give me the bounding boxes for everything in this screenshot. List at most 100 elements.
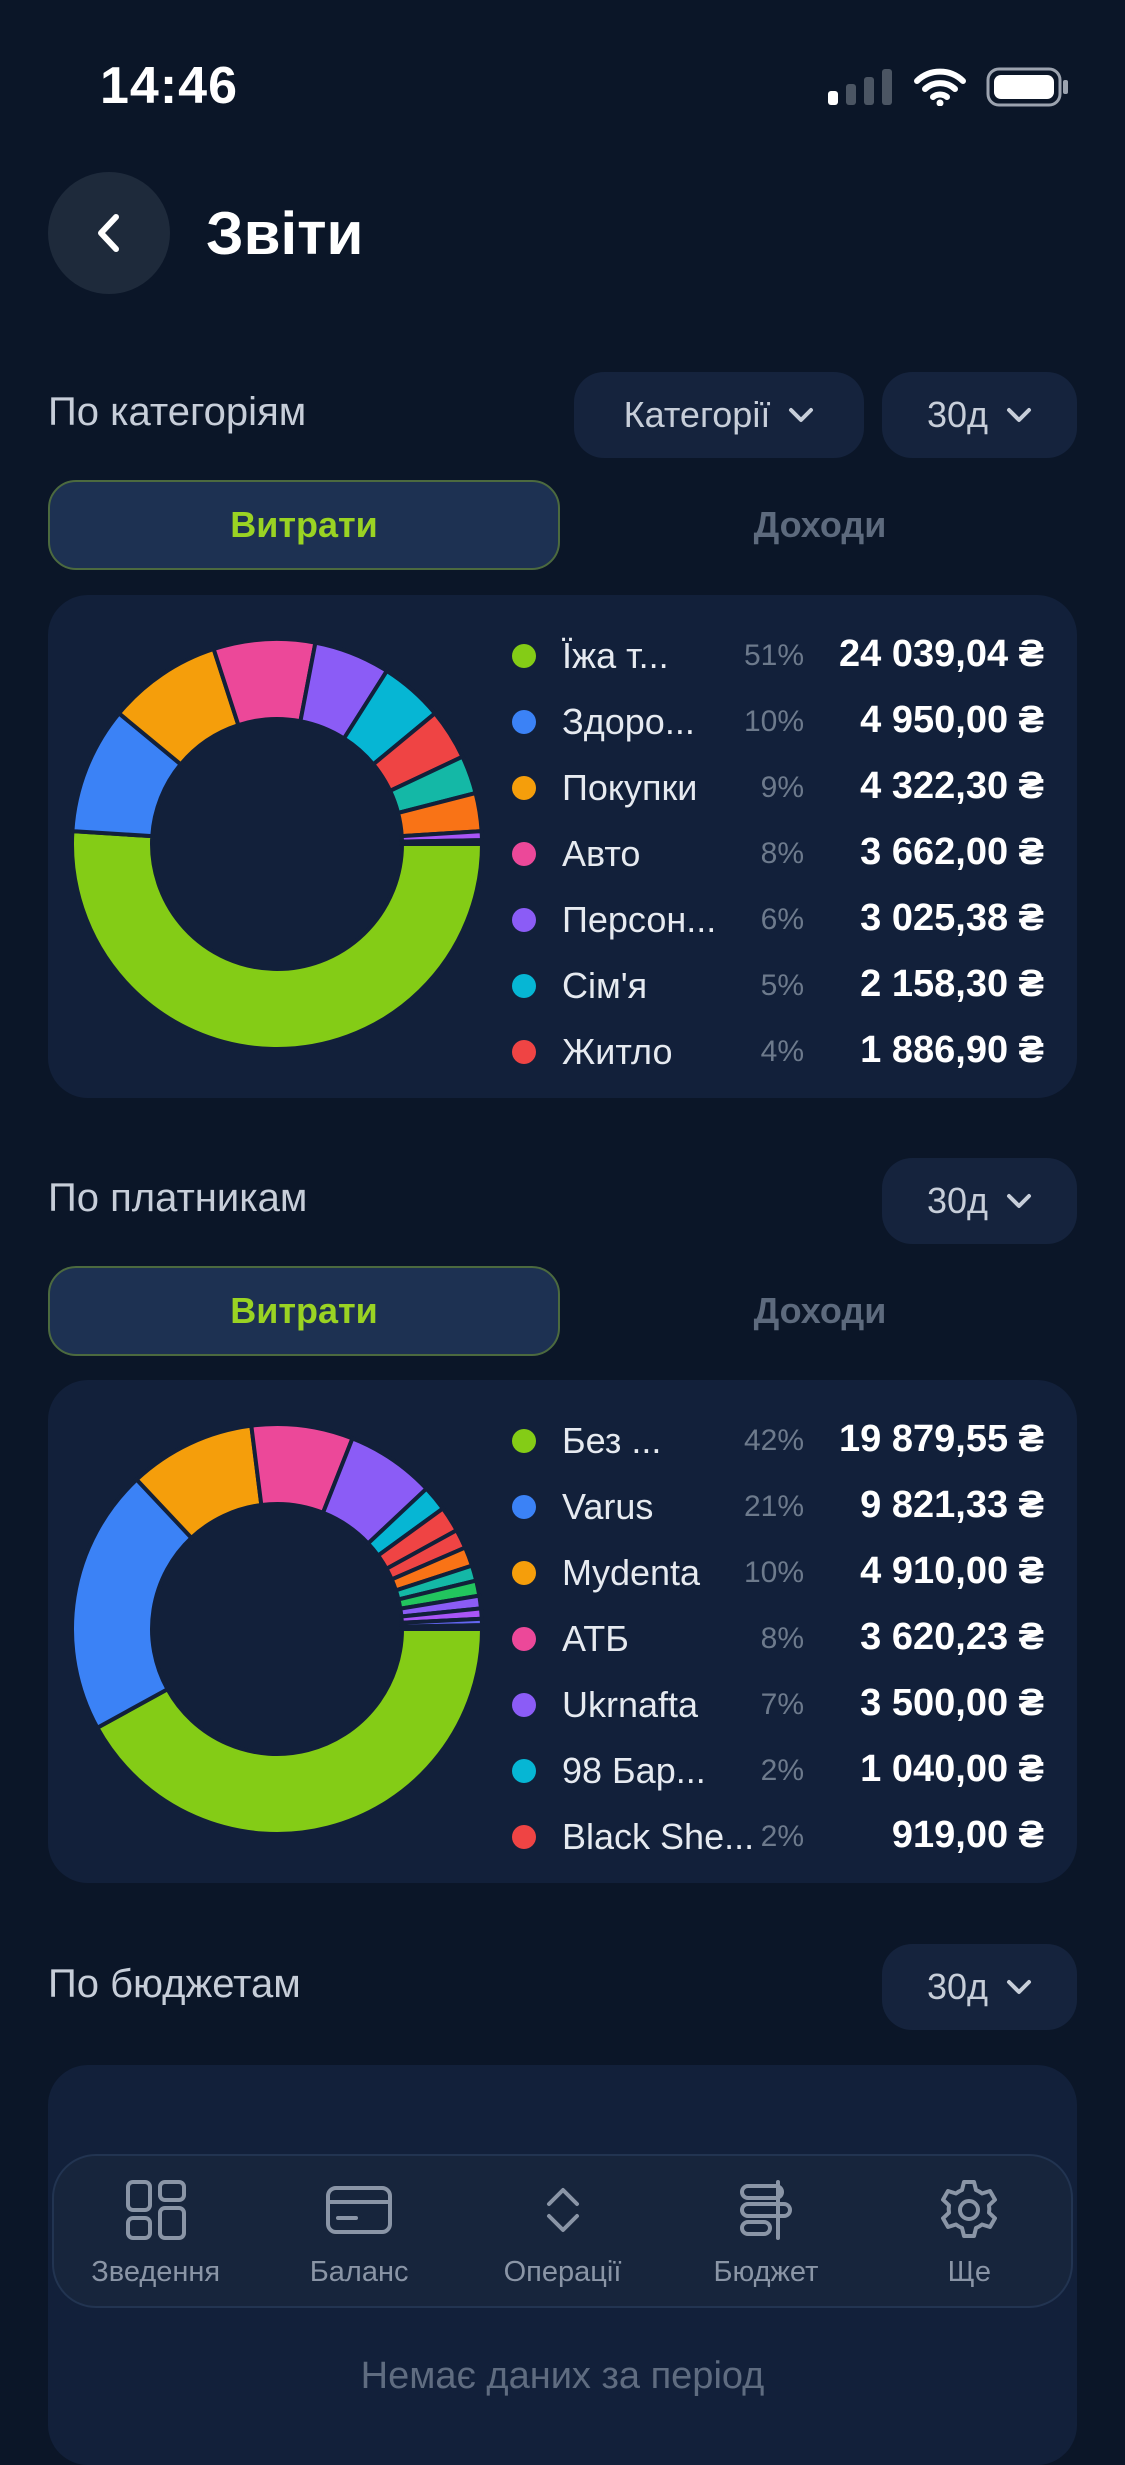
tab-operations[interactable]: Операції bbox=[461, 2156, 664, 2306]
cellular-signal-icon bbox=[828, 69, 892, 105]
dashboard-icon bbox=[125, 2180, 186, 2240]
donut-slice[interactable] bbox=[399, 838, 484, 846]
legend-percent: 51% bbox=[743, 639, 804, 672]
legend-row[interactable]: Здоро... 10% 4 950,00 ₴ bbox=[512, 689, 1072, 755]
category-filter-dropdown[interactable]: Категорії bbox=[574, 372, 864, 458]
header: Звіти bbox=[48, 172, 363, 294]
payer-period-dropdown[interactable]: 30д bbox=[882, 1158, 1077, 1244]
legend-name: Здоро... bbox=[562, 701, 695, 742]
tab-budget[interactable]: Бюджет bbox=[664, 2156, 867, 2306]
payer-chart-card: Без ... 42% 19 879,55 ₴ Varus 21% 9 821,33 ₴ M… bbox=[48, 1380, 1077, 1883]
legend-amount: 4 950,00 ₴ bbox=[860, 699, 1044, 741]
chevron-down-icon bbox=[1007, 408, 1032, 422]
tab-label: Ще bbox=[947, 2256, 991, 2288]
legend-percent: 10% bbox=[743, 1556, 804, 1589]
legend-color-dot bbox=[512, 710, 536, 734]
empty-state-text: Немає даних за період bbox=[360, 2355, 765, 2397]
tab-label: Зведення bbox=[91, 2256, 221, 2288]
tab-more[interactable]: Ще bbox=[868, 2156, 1071, 2306]
legend-row[interactable]: Varus 21% 9 821,33 ₴ bbox=[512, 1474, 1072, 1540]
donut-slice[interactable] bbox=[70, 1476, 195, 1731]
legend-amount: 4 322,30 ₴ bbox=[860, 765, 1044, 807]
status-icons bbox=[828, 62, 1070, 112]
sort-arrows-icon bbox=[546, 2188, 579, 2232]
tab-expenses-payers[interactable]: Витрати bbox=[48, 1266, 560, 1356]
category-type-switch: Витрати Доходи bbox=[48, 480, 1077, 570]
category-donut-chart[interactable] bbox=[70, 637, 484, 1051]
tab-expenses-categories[interactable]: Витрати bbox=[48, 480, 560, 570]
legend-amount: 1 040,00 ₴ bbox=[860, 1748, 1044, 1790]
legend-row[interactable]: Без ... 42% 19 879,55 ₴ bbox=[512, 1408, 1072, 1474]
payer-type-switch: Витрати Доходи bbox=[48, 1266, 1077, 1356]
legend-percent: 8% bbox=[760, 837, 804, 870]
legend-row[interactable]: Персон... 6% 3 025,38 ₴ bbox=[512, 887, 1072, 953]
tab-summary[interactable]: Зведення bbox=[54, 2156, 257, 2306]
bottom-tab-bar: Зведення Баланс Операції Бюджет Ще bbox=[52, 2154, 1073, 2308]
legend-percent: 10% bbox=[743, 705, 804, 738]
payer-period-label: 30д bbox=[926, 1180, 989, 1221]
legend-percent: 7% bbox=[760, 1688, 804, 1721]
legend-row[interactable]: 98 Бар... 2% 1 040,00 ₴ bbox=[512, 1738, 1072, 1804]
legend-row[interactable]: Ukrnafta 7% 3 500,00 ₴ bbox=[512, 1672, 1072, 1738]
legend-color-dot bbox=[512, 1759, 536, 1783]
legend-name: Авто bbox=[562, 833, 641, 874]
donut-slice[interactable] bbox=[399, 1623, 484, 1631]
legend-percent: 9% bbox=[760, 771, 804, 804]
legend-row[interactable]: АТБ 8% 3 620,23 ₴ bbox=[512, 1606, 1072, 1672]
legend-row[interactable]: Mydenta 10% 4 910,00 ₴ bbox=[512, 1540, 1072, 1606]
legend-name: Житло bbox=[562, 1031, 673, 1072]
legend-color-dot bbox=[512, 842, 536, 866]
payer-donut-chart[interactable] bbox=[70, 1422, 484, 1836]
donut-slice[interactable] bbox=[70, 829, 484, 1051]
legend-row[interactable]: Сім'я 5% 2 158,30 ₴ bbox=[512, 953, 1072, 1019]
legend-amount: 9 821,33 ₴ bbox=[860, 1484, 1044, 1526]
legend-name: Ukrnafta bbox=[562, 1684, 699, 1725]
legend-color-dot bbox=[512, 1627, 536, 1651]
tab-income-payers[interactable]: Доходи bbox=[753, 1290, 887, 1331]
category-period-label: 30д bbox=[926, 394, 989, 435]
legend-row[interactable]: Авто 8% 3 662,00 ₴ bbox=[512, 821, 1072, 887]
legend-row[interactable]: Покупки 9% 4 322,30 ₴ bbox=[512, 755, 1072, 821]
battery-icon bbox=[986, 67, 1068, 107]
legend-color-dot bbox=[512, 1040, 536, 1064]
section-title-budgets: По бюджетам bbox=[48, 1962, 301, 2006]
section-title-categories: По категоріям bbox=[48, 390, 307, 434]
legend-row[interactable]: Black She... 2% 919,00 ₴ bbox=[512, 1804, 1072, 1870]
legend-name: Їжа т... bbox=[562, 635, 669, 676]
legend-name: Персон... bbox=[562, 899, 717, 940]
legend-row[interactable]: Їжа т... 51% 24 039,04 ₴ bbox=[512, 623, 1072, 689]
budget-period-dropdown[interactable]: 30д bbox=[882, 1944, 1077, 2030]
page-title: Звіти bbox=[206, 199, 364, 267]
card-icon bbox=[326, 2186, 393, 2234]
donut-slice[interactable] bbox=[94, 1627, 484, 1836]
legend-name: 98 Бар... bbox=[562, 1750, 706, 1791]
legend-name: Сім'я bbox=[562, 965, 648, 1006]
legend-percent: 8% bbox=[760, 1622, 804, 1655]
tab-label: Баланс bbox=[309, 2256, 409, 2288]
tab-income-categories[interactable]: Доходи bbox=[753, 504, 887, 545]
legend-amount: 1 886,90 ₴ bbox=[860, 1029, 1044, 1071]
category-filter-label: Категорії bbox=[623, 394, 771, 435]
back-button[interactable] bbox=[48, 172, 170, 294]
chevron-down-icon bbox=[1007, 1194, 1032, 1208]
legend-color-dot bbox=[512, 1693, 536, 1717]
legend-color-dot bbox=[512, 1825, 536, 1849]
category-chart-card: Їжа т... 51% 24 039,04 ₴ Здоро... 10% 4 950,0… bbox=[48, 595, 1077, 1098]
tab-balance[interactable]: Баланс bbox=[257, 2156, 460, 2306]
category-period-dropdown[interactable]: 30д bbox=[882, 372, 1077, 458]
legend-amount: 4 910,00 ₴ bbox=[860, 1550, 1044, 1592]
legend-name: Mydenta bbox=[562, 1552, 701, 1593]
legend-name: Покупки bbox=[562, 767, 698, 808]
legend-name: Varus bbox=[562, 1486, 654, 1527]
legend-row[interactable]: Житло 4% 1 886,90 ₴ bbox=[512, 1019, 1072, 1085]
legend-percent: 4% bbox=[760, 1035, 804, 1068]
legend-color-dot bbox=[512, 776, 536, 800]
payer-legend: Без ... 42% 19 879,55 ₴ Varus 21% 9 821,33 ₴ M… bbox=[512, 1408, 1072, 1870]
legend-amount: 2 158,30 ₴ bbox=[860, 963, 1044, 1005]
chevron-left-icon bbox=[98, 214, 119, 252]
legend-amount: 3 662,00 ₴ bbox=[860, 831, 1044, 873]
legend-percent: 42% bbox=[743, 1424, 804, 1457]
legend-percent: 2% bbox=[760, 1754, 804, 1787]
legend-color-dot bbox=[512, 1429, 536, 1453]
category-legend: Їжа т... 51% 24 039,04 ₴ Здоро... 10% 4 950,0… bbox=[512, 623, 1072, 1085]
